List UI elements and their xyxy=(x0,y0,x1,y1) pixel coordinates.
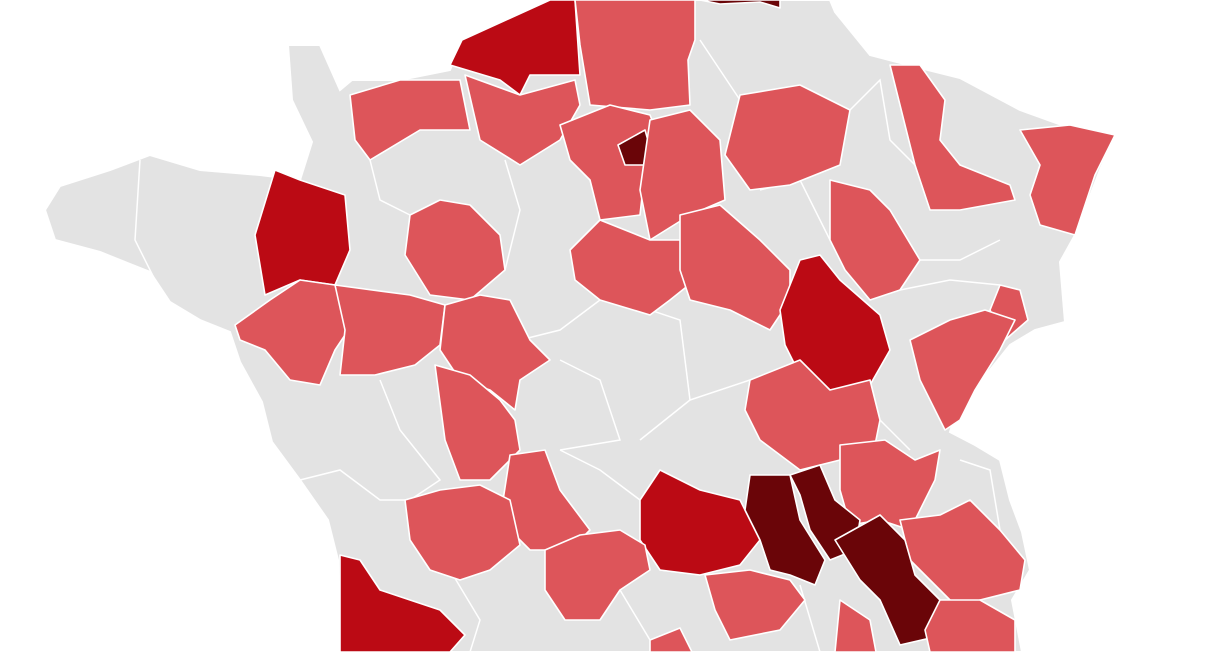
department-borders xyxy=(134,39,1001,652)
department-border xyxy=(920,239,1001,261)
department-level-1[interactable] xyxy=(434,364,521,481)
department-border xyxy=(689,379,751,401)
department-level-2[interactable] xyxy=(639,469,761,576)
department-border xyxy=(959,459,1001,531)
department-level-2[interactable] xyxy=(449,0,581,96)
department-level-1[interactable] xyxy=(924,599,1016,652)
department-level-1[interactable] xyxy=(404,199,506,301)
department-border xyxy=(369,159,411,216)
department-level-1[interactable] xyxy=(574,0,696,111)
department-level-3[interactable] xyxy=(744,474,826,586)
department-level-1[interactable] xyxy=(544,529,651,621)
department-level-1[interactable] xyxy=(899,499,1026,611)
department-level-1[interactable] xyxy=(889,64,1016,211)
department-border xyxy=(879,419,911,451)
department-border xyxy=(519,299,601,341)
department-border xyxy=(379,379,442,501)
department-border xyxy=(134,159,166,301)
department-level-1[interactable] xyxy=(829,179,921,301)
department-border xyxy=(449,569,481,652)
department-level-3[interactable] xyxy=(699,0,781,9)
department-border xyxy=(849,78,916,166)
department-level-1[interactable] xyxy=(724,84,851,191)
department-border xyxy=(559,359,621,451)
department-level-1[interactable] xyxy=(349,79,471,161)
department-level-1[interactable] xyxy=(334,284,446,376)
department-level-1[interactable] xyxy=(234,279,356,386)
department-border xyxy=(899,279,1001,291)
department-level-1[interactable] xyxy=(834,599,877,652)
department-border xyxy=(619,589,651,641)
department-border xyxy=(799,584,821,652)
department-level-1[interactable] xyxy=(704,569,806,641)
department-level-1[interactable] xyxy=(909,309,1016,431)
department-level-2[interactable] xyxy=(339,554,466,652)
department-level-1[interactable] xyxy=(569,219,696,316)
department-border xyxy=(299,469,405,501)
department-level-2[interactable] xyxy=(254,169,351,296)
department-level-1[interactable] xyxy=(649,627,693,652)
shaded-departments xyxy=(234,0,1116,652)
department-border xyxy=(504,159,521,271)
department-level-1[interactable] xyxy=(404,484,521,581)
department-border xyxy=(559,449,641,501)
department-level-1[interactable] xyxy=(1019,124,1116,236)
